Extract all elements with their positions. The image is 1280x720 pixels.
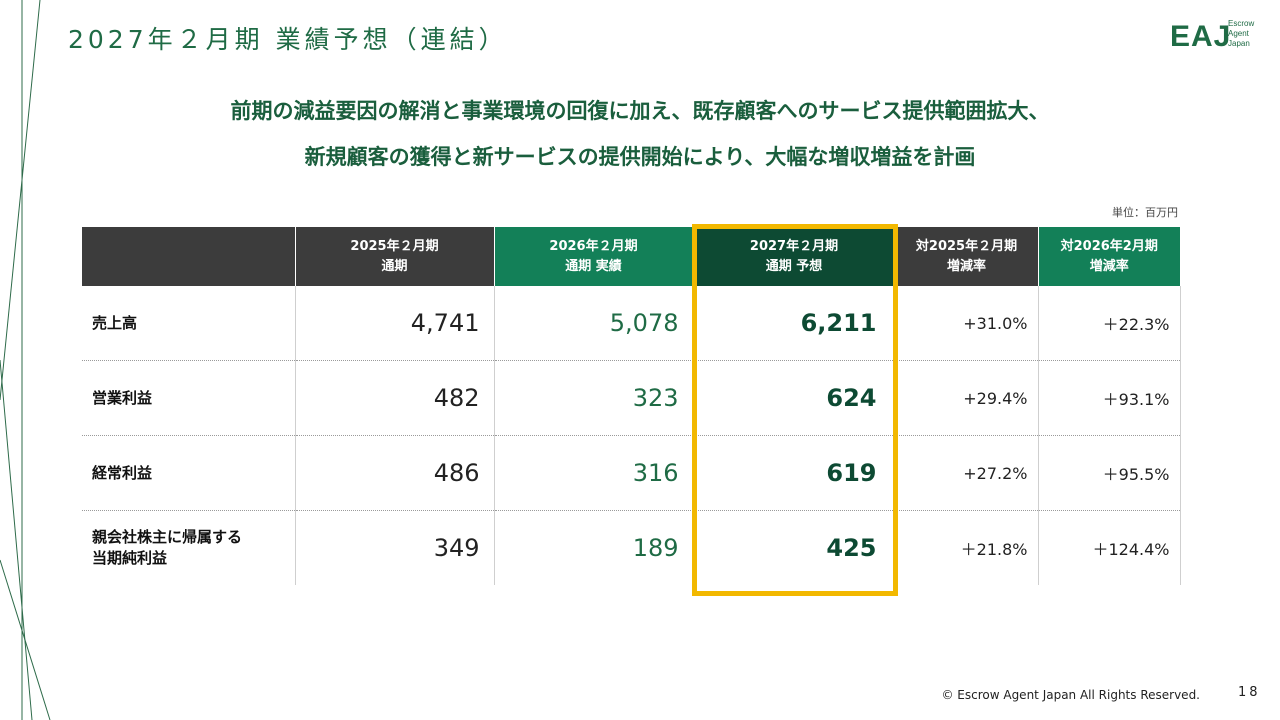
cell-fy2026: 189 (493, 510, 693, 585)
unit-label: 単位：百万円 (1112, 206, 1178, 219)
header-vs-fy2026: 対2026年2月期 増減率 (1037, 227, 1180, 286)
cell-fy2025: 4,741 (294, 286, 494, 361)
header-fy2025: 2025年２月期 通期 (294, 227, 494, 286)
company-logo: EAJ Escrow Agent Japan (1170, 16, 1260, 58)
cell-fy2027: 425 (692, 510, 895, 585)
cell-vs2026: ＋124.4% (1037, 510, 1181, 585)
cell-fy2027: 6,211 (692, 286, 895, 361)
table-row: 経常利益 486 316 619 +27.2% ＋95.5% (82, 435, 1181, 511)
headline-line-2: 新規顧客の獲得と新サービスの提供開始により、大幅な増収増益を計画 (304, 145, 976, 169)
page-title: 2027年２月期 業績予想（連結） (68, 25, 508, 54)
cell-fy2027: 624 (692, 360, 895, 436)
header-fy2026: 2026年２月期 通期 実績 (493, 227, 693, 286)
table-row: 営業利益 482 323 624 +29.4% ＋93.1% (82, 360, 1181, 436)
table-header-row: 2025年２月期 通期 2026年２月期 通期 実績 2027年２月期 通期 予想 対… (82, 227, 1180, 286)
row-label: 営業利益 (82, 360, 295, 436)
copyright: © Escrow Agent Japan All Rights Reserved… (941, 688, 1200, 702)
cell-fy2027: 619 (692, 435, 895, 511)
cell-vs2025: +27.2% (894, 435, 1038, 511)
table-row: 親会社株主に帰属する 当期純利益 349 189 425 ＋21.8% ＋124.… (82, 510, 1181, 585)
forecast-table: 2025年２月期 通期 2026年２月期 通期 実績 2027年２月期 通期 予想 対… (82, 227, 1181, 585)
row-label: 売上高 (82, 286, 295, 361)
header-blank (82, 227, 295, 286)
row-label: 経常利益 (82, 435, 295, 511)
cell-vs2026: ＋93.1% (1037, 360, 1181, 436)
cell-fy2026: 316 (493, 435, 693, 511)
cell-fy2025: 482 (294, 360, 494, 436)
cell-vs2026: ＋95.5% (1037, 435, 1181, 511)
page-number: 18 (1238, 685, 1261, 700)
cell-fy2025: 349 (294, 510, 494, 585)
row-label: 親会社株主に帰属する 当期純利益 (92, 528, 243, 567)
cell-fy2026: 5,078 (493, 286, 693, 361)
logo-mark: EAJ (1170, 20, 1232, 53)
logo-subtext: Escrow Agent Japan (1228, 19, 1255, 48)
header-vs-fy2025: 対2025年２月期 増減率 (894, 227, 1038, 286)
cell-vs2026: ＋22.3% (1037, 286, 1181, 361)
headline: 前期の減益要因の解消と事業環境の回復に加え、既存顧客へのサービス提供範囲拡大、 … (0, 88, 1280, 180)
cell-vs2025: +31.0% (894, 286, 1038, 361)
cell-vs2025: ＋21.8% (894, 510, 1038, 585)
cell-fy2025: 486 (294, 435, 494, 511)
headline-line-1: 前期の減益要因の解消と事業環境の回復に加え、既存顧客へのサービス提供範囲拡大、 (230, 99, 1050, 123)
cell-fy2026: 323 (493, 360, 693, 436)
header-fy2027-forecast: 2027年２月期 通期 予想 (692, 227, 895, 286)
table-row: 売上高 4,741 5,078 6,211 +31.0% ＋22.3% (82, 286, 1181, 361)
cell-vs2025: +29.4% (894, 360, 1038, 436)
